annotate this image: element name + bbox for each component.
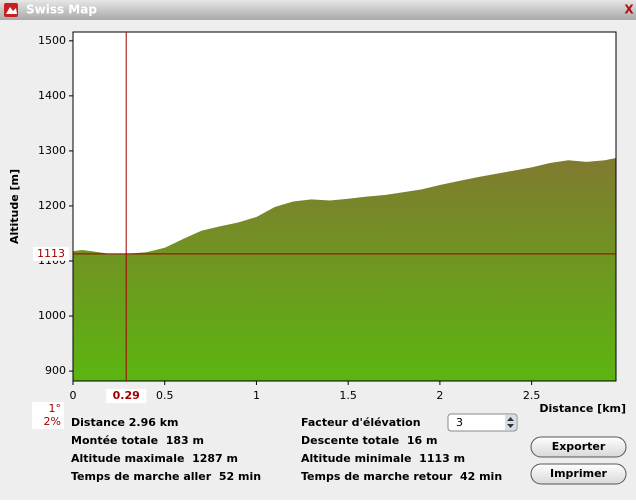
- elevation-area: [73, 158, 616, 381]
- y-tick-label: 900: [45, 364, 66, 377]
- stat-right: Descente totale 16 m: [301, 434, 438, 447]
- x-tick-label: 1: [253, 389, 260, 402]
- button[interactable]: [530, 463, 627, 485]
- slope-box: [32, 402, 64, 429]
- stat-left: Montée totale 183 m: [71, 434, 204, 447]
- select-arrow-icon: [507, 417, 514, 428]
- select-arrows: [505, 415, 516, 430]
- cursor-y-label: 1113: [37, 247, 65, 260]
- y-tick-label: 1400: [38, 89, 66, 102]
- cursor-x-box: [106, 389, 147, 403]
- stat-left: Temps de marche aller 52 min: [71, 470, 261, 483]
- button-label[interactable]: Exporter: [552, 440, 606, 453]
- y-tick-label: 1500: [38, 34, 66, 47]
- cursor-x-label: 0.29: [113, 389, 140, 402]
- stat-left: Distance 2.96 km: [71, 416, 179, 429]
- button-label[interactable]: Imprimer: [550, 467, 608, 480]
- x-tick-label: 2.5: [523, 389, 541, 402]
- y-tick-label: 1300: [38, 144, 66, 157]
- stat-left: Altitude maximale 1287 m: [71, 452, 238, 465]
- y-tick-label: 1000: [38, 309, 66, 322]
- stat-right: Altitude minimale 1113 m: [301, 452, 465, 465]
- y-tick-label: 1200: [38, 199, 66, 212]
- button[interactable]: [530, 436, 627, 458]
- info-panel: 1°2% Distance 2.96 km Montée totale 183 m A…: [32, 402, 627, 485]
- close-button[interactable]: X: [624, 3, 634, 17]
- y-axis-label: Altitude [m]: [8, 169, 21, 244]
- window-title: Swiss Map: [26, 3, 97, 17]
- chart: 90010001100120013001400150000.511.522.5A…: [8, 31, 626, 415]
- x-tick-label: 0.5: [156, 389, 174, 402]
- plot-border: [72, 31, 617, 382]
- stat-right: Temps de marche retour 42 min: [301, 470, 502, 483]
- x-tick-label: 2: [436, 389, 443, 402]
- app-icon-mountain: [6, 7, 17, 14]
- x-tick-label: 1.5: [339, 389, 357, 402]
- elevation-factor-label: Facteur d'élévation: [301, 416, 421, 429]
- slope-percent: 2%: [44, 415, 61, 428]
- elevation-factor-select[interactable]: [447, 413, 518, 432]
- elevation-factor-value: 3: [456, 416, 463, 429]
- x-tick-label: 0: [70, 389, 77, 402]
- x-axis-label: Distance [km]: [539, 402, 626, 415]
- title-bar: [0, 0, 636, 20]
- slope-degrees: 1°: [49, 402, 62, 415]
- cursor-y-box: [33, 246, 69, 261]
